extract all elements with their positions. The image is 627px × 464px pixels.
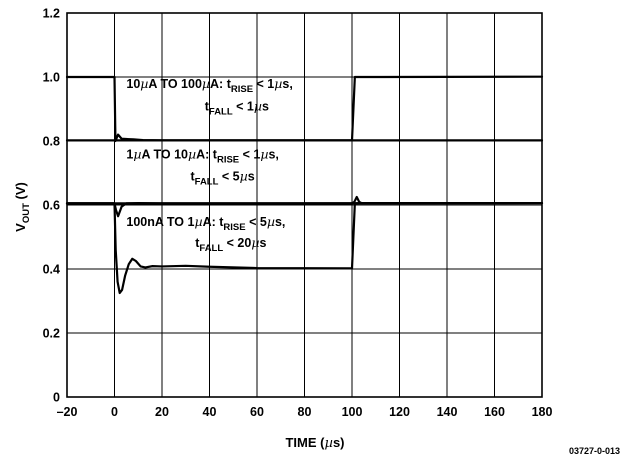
- y-tick-label: 0.8: [43, 135, 60, 149]
- y-tick-label: 1.0: [43, 71, 60, 85]
- y-tick-labels: 0 0.2 0.4 0.6 0.8 1.0 1.2: [43, 7, 60, 405]
- x-tick-label: 80: [298, 405, 312, 419]
- y-tick-label: 0: [53, 391, 60, 405]
- annotations: 10µA TO 100µA: tRISE < 1µs, tFALL < 1µs 1µ…: [126, 76, 292, 254]
- y-tick-label: 0.2: [43, 327, 60, 341]
- x-tick-labels: –20 0 20 40 60 80 100 120 140 160 180: [57, 405, 553, 419]
- series-group: [65, 75, 544, 295]
- x-tick-label: 180: [532, 405, 553, 419]
- annotation-3: tFALL < 5µs: [191, 169, 255, 188]
- annotation-4: 100nA TO 1µA: tRISE < 5µs,: [126, 214, 285, 233]
- annotation-5: tFALL < 20µs: [195, 235, 266, 254]
- plot-frame: [66, 12, 543, 398]
- x-tick-label: 160: [484, 405, 505, 419]
- x-tick-label: 140: [437, 405, 458, 419]
- figure-id: 03727-0-013: [569, 446, 620, 456]
- x-tick-label: 0: [111, 405, 118, 419]
- annotation-0: 10µA TO 100µA: tRISE < 1µs,: [126, 76, 292, 95]
- x-tick-label: 120: [389, 405, 410, 419]
- y-tick-label: 0.4: [43, 263, 60, 277]
- x-tick-label: –20: [57, 405, 78, 419]
- y-tick-label: 0.6: [43, 199, 60, 213]
- y-axis-label: VOUT (V): [13, 182, 32, 232]
- x-tick-label: 60: [250, 405, 264, 419]
- series-line-4: [65, 201, 544, 295]
- x-tick-label: 40: [203, 405, 217, 419]
- annotation-2: 1µA TO 10µA: tRISE < 1µs,: [126, 147, 279, 166]
- grid: [66, 12, 543, 398]
- annotation-1: tFALL < 1µs: [205, 99, 269, 118]
- x-tick-label: 20: [155, 405, 169, 419]
- x-tick-label: 100: [342, 405, 363, 419]
- series-line-1: [65, 75, 544, 142]
- y-tick-label: 1.2: [43, 7, 60, 21]
- x-axis-label: TIME (µs): [285, 435, 344, 451]
